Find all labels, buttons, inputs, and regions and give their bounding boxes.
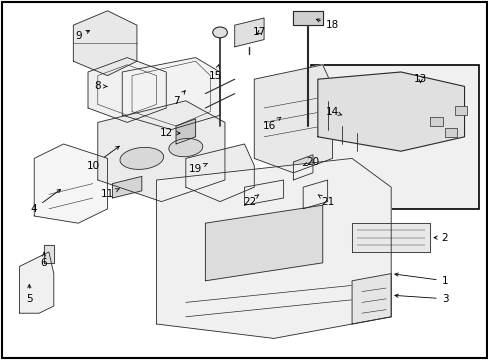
Text: 3: 3	[394, 294, 447, 304]
Text: 13: 13	[413, 74, 427, 84]
Text: 18: 18	[316, 19, 339, 30]
Text: 17: 17	[252, 27, 265, 37]
Text: 16: 16	[262, 117, 280, 131]
Polygon shape	[205, 205, 322, 281]
Polygon shape	[20, 252, 54, 313]
Polygon shape	[293, 155, 312, 180]
Text: 19: 19	[188, 163, 207, 174]
Polygon shape	[234, 18, 264, 47]
Text: 8: 8	[94, 81, 107, 91]
Polygon shape	[44, 245, 54, 263]
Polygon shape	[176, 119, 195, 144]
Polygon shape	[34, 144, 107, 223]
Polygon shape	[88, 58, 166, 122]
Polygon shape	[293, 11, 322, 25]
Bar	[454, 106, 466, 115]
Polygon shape	[122, 58, 220, 130]
Polygon shape	[254, 65, 332, 173]
Ellipse shape	[168, 139, 203, 157]
Text: 1: 1	[394, 273, 447, 286]
Text: 22: 22	[242, 195, 258, 207]
Text: 10: 10	[86, 146, 119, 171]
Text: 12: 12	[159, 128, 180, 138]
Text: 11: 11	[101, 189, 119, 199]
Text: 6: 6	[41, 252, 47, 268]
Text: 20: 20	[303, 157, 319, 167]
Circle shape	[212, 27, 227, 38]
Polygon shape	[351, 223, 429, 252]
Text: 15: 15	[208, 65, 222, 81]
Polygon shape	[73, 11, 137, 76]
Bar	[444, 128, 456, 137]
Polygon shape	[185, 144, 254, 202]
Polygon shape	[156, 158, 390, 338]
Text: 9: 9	[75, 30, 89, 41]
Text: 14: 14	[325, 107, 341, 117]
Ellipse shape	[120, 147, 163, 170]
Bar	[429, 117, 442, 126]
Polygon shape	[303, 180, 327, 209]
Polygon shape	[244, 180, 283, 205]
Text: 7: 7	[172, 91, 185, 106]
Bar	[310, 65, 478, 209]
Polygon shape	[98, 101, 224, 202]
Text: 21: 21	[318, 195, 334, 207]
Polygon shape	[351, 274, 390, 324]
Text: 2: 2	[433, 233, 447, 243]
Polygon shape	[112, 176, 142, 198]
Text: 5: 5	[26, 284, 33, 304]
Polygon shape	[317, 72, 464, 151]
Text: 4: 4	[31, 189, 61, 214]
